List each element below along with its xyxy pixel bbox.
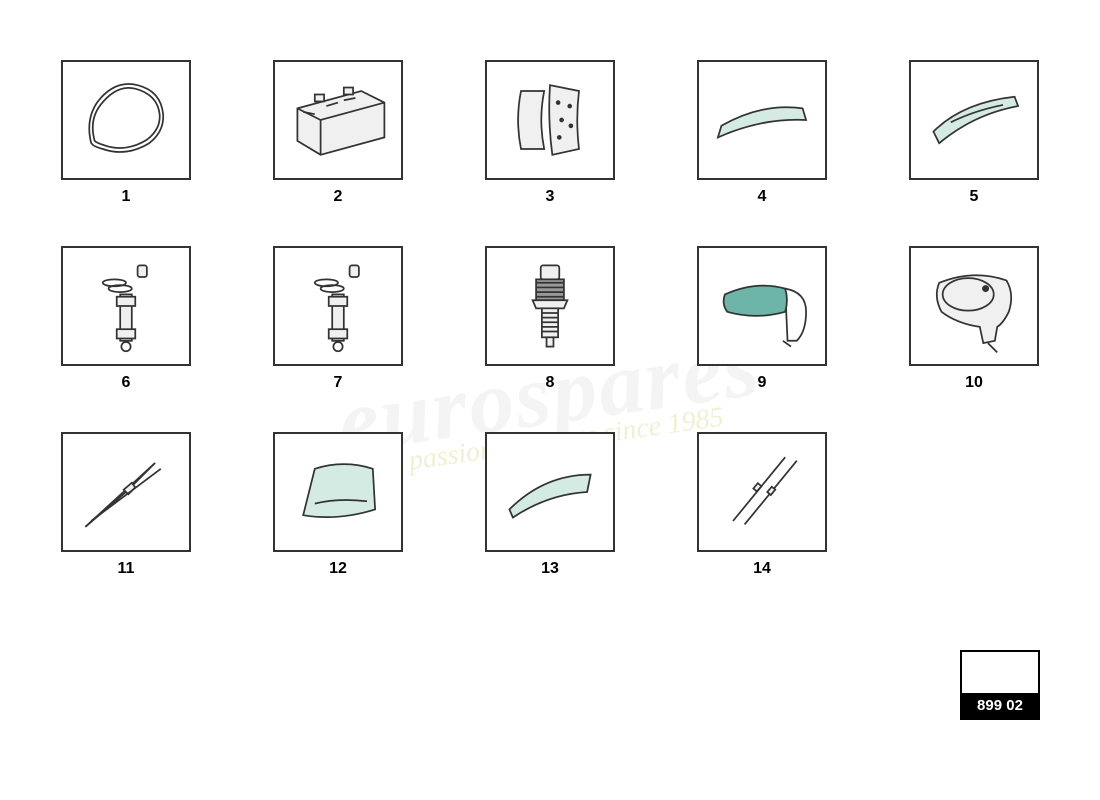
part-box — [697, 246, 827, 366]
bumper-glass-icon — [492, 434, 608, 550]
part-box — [697, 60, 827, 180]
part-number: 11 — [118, 560, 135, 578]
part-number: 8 — [546, 374, 555, 392]
part-bumper-glass: 13 — [474, 432, 626, 578]
part-wiper-arm: 11 — [50, 432, 202, 578]
battery-icon — [280, 62, 396, 178]
part-number: 9 — [758, 374, 767, 392]
part-belt: 1 — [50, 60, 202, 206]
part-box — [273, 246, 403, 366]
rear-glass-icon — [916, 62, 1032, 178]
part-number: 13 — [541, 560, 559, 578]
part-box — [909, 60, 1039, 180]
brake-pads-icon — [492, 62, 608, 178]
part-number: 6 — [122, 374, 131, 392]
shock-absorber-icon — [68, 248, 184, 364]
part-box — [273, 60, 403, 180]
part-rear-glass: 5 — [898, 60, 1050, 206]
part-number: 4 — [758, 188, 767, 206]
part-number: 7 — [334, 374, 343, 392]
part-number: 5 — [970, 188, 979, 206]
part-battery: 2 — [262, 60, 414, 206]
part-number: 2 — [334, 188, 343, 206]
part-number: 1 — [122, 188, 131, 206]
part-number: 10 — [965, 374, 983, 392]
mirror-glass-icon — [704, 248, 820, 364]
part-windshield: 4 — [686, 60, 838, 206]
mirror-housing-icon — [916, 248, 1032, 364]
wiper-arm-icon — [68, 434, 184, 550]
part-box — [697, 432, 827, 552]
part-box — [61, 246, 191, 366]
part-box — [485, 246, 615, 366]
badge-top — [962, 652, 1038, 693]
part-number: 14 — [753, 560, 771, 578]
catalog-code-badge: 899 02 — [960, 650, 1040, 720]
part-spark-plug: 8 — [474, 246, 626, 392]
part-box — [485, 432, 615, 552]
part-shock-right: 7 — [262, 246, 414, 392]
part-shock-left: 6 — [50, 246, 202, 392]
spark-plug-icon — [492, 248, 608, 364]
part-mirror-housing: 10 — [898, 246, 1050, 392]
wiper-blades-icon — [704, 434, 820, 550]
part-box — [485, 60, 615, 180]
part-number: 3 — [546, 188, 555, 206]
catalog-code: 899 02 — [962, 693, 1038, 718]
part-box — [909, 246, 1039, 366]
parts-grid: 1 2 — [50, 60, 1050, 578]
side-glass-icon — [280, 434, 396, 550]
part-box — [273, 432, 403, 552]
parts-catalog: 1 2 — [0, 0, 1100, 658]
part-mirror-glass: 9 — [686, 246, 838, 392]
part-number: 12 — [329, 560, 347, 578]
part-side-glass: 12 — [262, 432, 414, 578]
belt-icon — [68, 62, 184, 178]
part-brake-pads: 3 — [474, 60, 626, 206]
part-box — [61, 432, 191, 552]
part-wiper-blades: 14 — [686, 432, 838, 578]
shock-absorber-icon — [280, 248, 396, 364]
windshield-icon — [704, 62, 820, 178]
part-box — [61, 60, 191, 180]
